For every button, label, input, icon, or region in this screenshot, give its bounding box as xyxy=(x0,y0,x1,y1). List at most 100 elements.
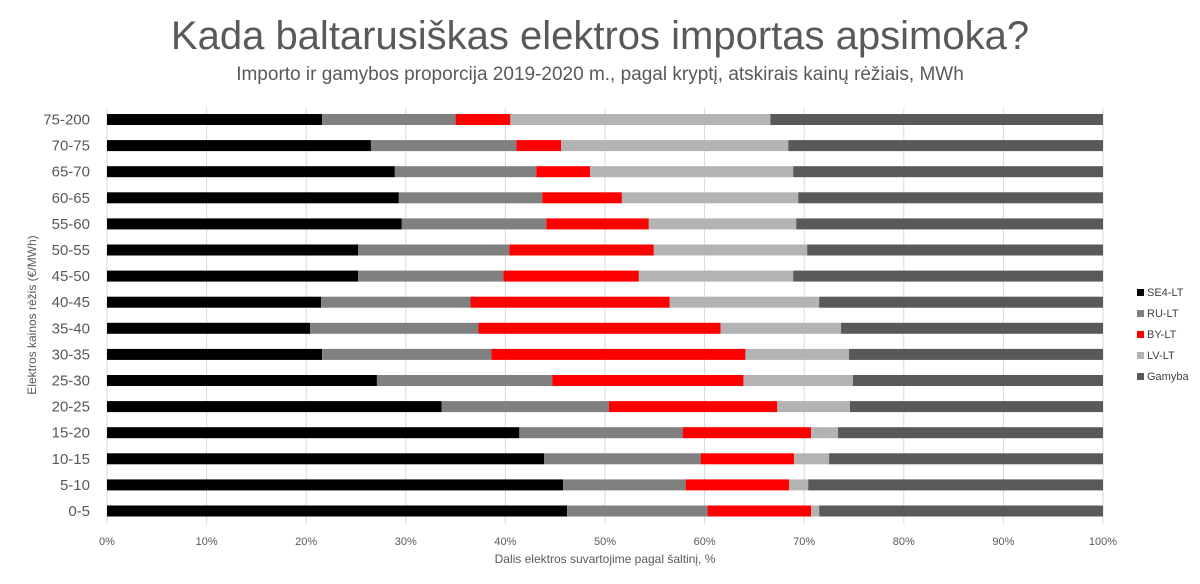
x-tick-label: 100% xyxy=(1089,536,1117,548)
bar-ru-lt-60-65 xyxy=(398,192,543,204)
legend-label-gamyba: Gamyba xyxy=(1147,371,1189,383)
category-labels: 75-200 70-75 65-70 60-65 55-60 50-55 45-50 40-4… xyxy=(43,112,90,521)
bar-ru-lt-75-200 xyxy=(322,114,456,125)
legend-swatch-ru-lt xyxy=(1137,310,1144,317)
bar-gamyba-60-65 xyxy=(798,192,1103,204)
x-tick-label: 40% xyxy=(494,536,516,548)
x-tick-label: 70% xyxy=(793,536,815,548)
bar-gamyba-0-5 xyxy=(819,505,1103,517)
bar-lv-lt-55-60 xyxy=(648,218,797,230)
legend-swatch-lv-lt xyxy=(1137,352,1144,359)
bar-se4-lt-60-65 xyxy=(107,192,399,204)
bar-lv-lt-35-40 xyxy=(720,322,842,334)
bar-gamyba-45-50 xyxy=(793,270,1103,282)
category-label: 15-20 xyxy=(52,425,90,442)
chart-title: Kada baltarusiškas elektros importas aps… xyxy=(170,14,1030,58)
category-label: 20-25 xyxy=(52,399,90,416)
bar-gamyba-35-40 xyxy=(841,322,1103,334)
x-tick-label: 0% xyxy=(99,536,115,548)
bar-ru-lt-40-45 xyxy=(321,296,471,308)
bar-lv-lt-65-70 xyxy=(590,166,794,178)
bar-ru-lt-5-10 xyxy=(563,479,686,491)
x-tick-label: 50% xyxy=(594,536,616,548)
bar-se4-lt-40-45 xyxy=(107,296,322,308)
bar-ru-lt-25-30 xyxy=(376,375,553,386)
bar-by-lt-45-50 xyxy=(503,270,639,282)
bar-by-lt-55-60 xyxy=(546,218,649,230)
category-label: 40-45 xyxy=(52,294,90,311)
bar-gamyba-15-20 xyxy=(838,427,1103,439)
bar-gamyba-50-55 xyxy=(807,244,1103,256)
x-tick-label: 80% xyxy=(893,536,915,548)
bar-by-lt-0-5 xyxy=(707,505,812,517)
bar-ru-lt-35-40 xyxy=(310,322,479,334)
bar-lv-lt-0-5 xyxy=(811,505,820,517)
bar-ru-lt-10-15 xyxy=(544,453,701,465)
bar-se4-lt-50-55 xyxy=(107,244,358,256)
bar-by-lt-10-15 xyxy=(700,453,795,465)
bar-gamyba-5-10 xyxy=(808,479,1103,491)
category-label: 30-35 xyxy=(52,346,90,363)
bar-lv-lt-15-20 xyxy=(811,427,839,439)
bar-ru-lt-65-70 xyxy=(394,166,537,178)
bar-ru-lt-0-5 xyxy=(567,505,708,517)
bar-ru-lt-15-20 xyxy=(519,427,683,439)
bar-gamyba-75-200 xyxy=(770,114,1103,125)
x-tick-label: 10% xyxy=(196,536,218,548)
bar-by-lt-70-75 xyxy=(516,140,562,152)
bar-lv-lt-10-15 xyxy=(794,453,830,465)
category-label: 35-40 xyxy=(52,320,90,337)
category-label: 60-65 xyxy=(52,190,90,207)
bar-by-lt-75-200 xyxy=(455,114,511,125)
bar-se4-lt-0-5 xyxy=(107,505,568,517)
x-tick-label: 60% xyxy=(694,536,716,548)
bar-se4-lt-25-30 xyxy=(107,375,377,386)
bar-ru-lt-50-55 xyxy=(357,244,510,256)
category-label: 25-30 xyxy=(52,373,90,390)
bar-gamyba-20-25 xyxy=(850,401,1103,413)
bar-se4-lt-15-20 xyxy=(107,427,520,439)
bar-se4-lt-75-200 xyxy=(107,114,323,125)
bar-by-lt-65-70 xyxy=(536,166,591,178)
bar-gamyba-30-35 xyxy=(849,348,1103,360)
legend-label-lv-lt: LV-LT xyxy=(1147,350,1175,362)
bar-ru-lt-45-50 xyxy=(357,270,504,282)
bar-se4-lt-55-60 xyxy=(107,218,402,230)
bar-lv-lt-30-35 xyxy=(745,348,850,360)
legend-label-by-lt: BY-LT xyxy=(1147,329,1177,341)
category-label: 10-15 xyxy=(52,451,90,468)
bar-by-lt-5-10 xyxy=(685,479,790,491)
bar-gamyba-25-30 xyxy=(853,375,1103,386)
bar-se4-lt-30-35 xyxy=(107,348,323,360)
bar-ru-lt-55-60 xyxy=(401,218,547,230)
bar-lv-lt-40-45 xyxy=(669,296,820,308)
bar-by-lt-60-65 xyxy=(542,192,622,204)
legend-label-ru-lt: RU-LT xyxy=(1147,308,1179,320)
category-label: 75-200 xyxy=(43,112,90,129)
bar-by-lt-35-40 xyxy=(478,322,721,334)
x-tick-label: 20% xyxy=(295,536,317,548)
bar-by-lt-50-55 xyxy=(509,244,654,256)
bar-ru-lt-70-75 xyxy=(370,140,517,152)
bar-ru-lt-30-35 xyxy=(322,348,492,360)
bar-by-lt-40-45 xyxy=(470,296,670,308)
legend: SE4-LT RU-LT BY-LT LV-LT Gamyba xyxy=(1137,287,1189,383)
bar-gamyba-10-15 xyxy=(829,453,1103,465)
bar-gamyba-70-75 xyxy=(788,140,1103,152)
bar-se4-lt-35-40 xyxy=(107,322,311,334)
category-label: 45-50 xyxy=(52,268,90,285)
category-label: 5-10 xyxy=(60,477,90,494)
bar-gamyba-55-60 xyxy=(796,218,1103,230)
bar-se4-lt-20-25 xyxy=(107,401,442,413)
bar-lv-lt-45-50 xyxy=(638,270,794,282)
bar-se4-lt-70-75 xyxy=(107,140,371,152)
bar-lv-lt-70-75 xyxy=(561,140,789,152)
category-label: 50-55 xyxy=(52,242,90,259)
legend-swatch-gamyba xyxy=(1137,373,1144,380)
bar-gamyba-65-70 xyxy=(793,166,1103,178)
bar-lv-lt-50-55 xyxy=(653,244,808,256)
legend-swatch-by-lt xyxy=(1137,331,1144,338)
category-label: 0-5 xyxy=(68,503,90,520)
category-label: 65-70 xyxy=(52,164,90,181)
